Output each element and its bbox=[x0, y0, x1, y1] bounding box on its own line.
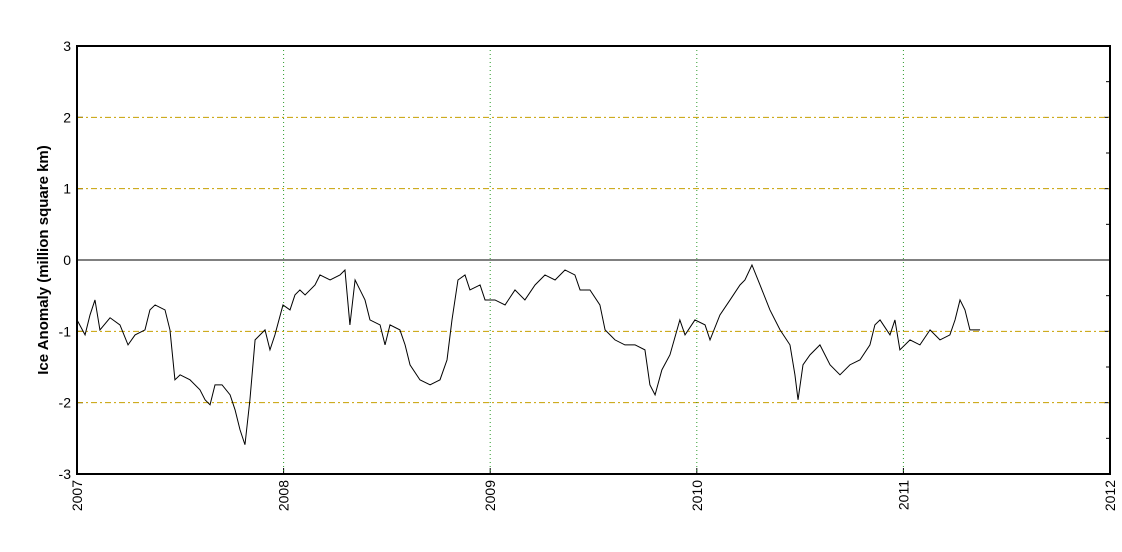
x-tick-label: 2012 bbox=[1102, 480, 1118, 511]
y-tick-label: 2 bbox=[63, 109, 71, 125]
x-tick-label: 2008 bbox=[276, 480, 292, 511]
x-tick-label: 2011 bbox=[895, 480, 911, 510]
y-tick-label: -2 bbox=[59, 395, 72, 411]
data-line bbox=[76, 263, 981, 445]
y-tick-label: 0 bbox=[63, 252, 71, 268]
y-tick-label: -3 bbox=[59, 466, 72, 482]
x-tick-label: 2007 bbox=[69, 480, 85, 511]
x-tick-label: 2009 bbox=[482, 480, 498, 511]
y-axis-label: Ice Anomaly (million square km) bbox=[35, 145, 52, 375]
y-tick-label: 3 bbox=[63, 38, 71, 54]
y-tick-label: -1 bbox=[59, 323, 72, 339]
plot-frame bbox=[76, 45, 1111, 475]
y-tick-label: 1 bbox=[63, 181, 71, 197]
x-tick-label: 2010 bbox=[689, 480, 705, 511]
